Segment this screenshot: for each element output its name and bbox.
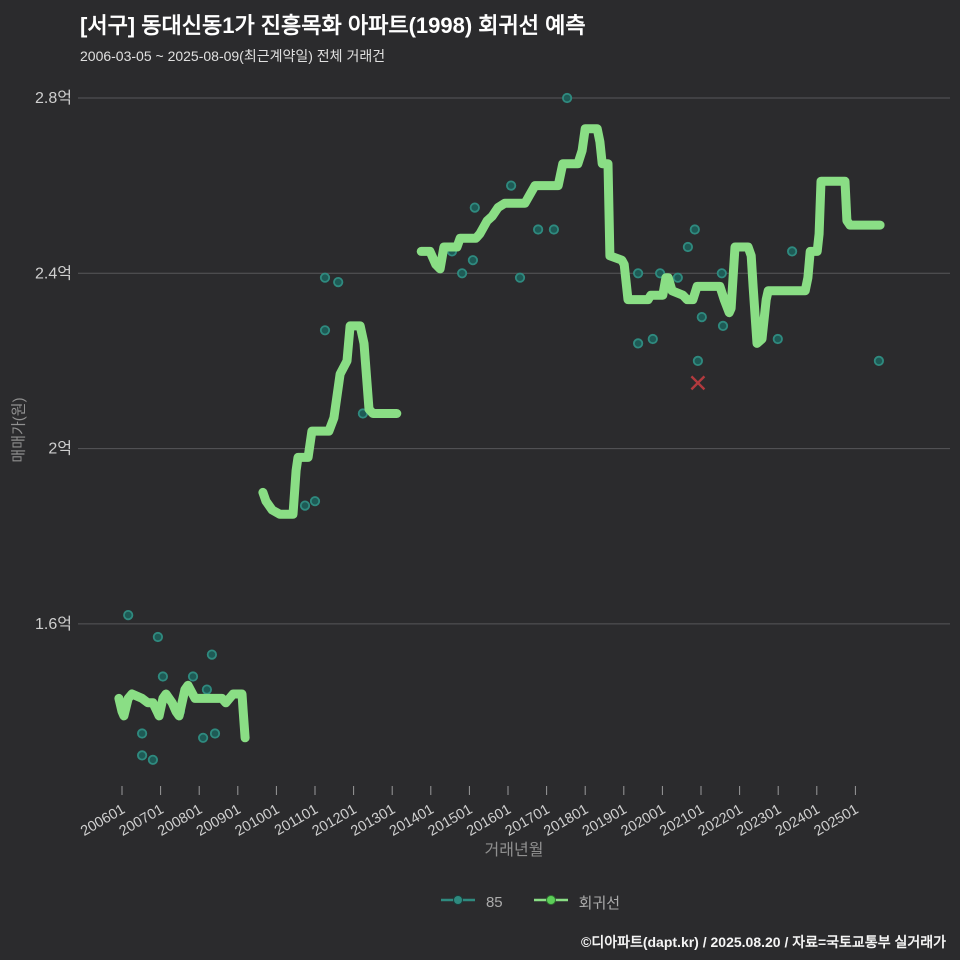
regression-line xyxy=(258,321,402,519)
data-point xyxy=(548,224,560,235)
data-point xyxy=(456,268,468,279)
data-point xyxy=(137,728,148,739)
x-tick-label: 202501 xyxy=(811,802,861,840)
data-point xyxy=(716,268,727,279)
data-point xyxy=(561,92,573,104)
regression-line xyxy=(416,124,885,348)
y-tick-label: 2.4억 xyxy=(35,264,72,282)
chart-subtitle: 2006-03-05 ~ 2025-08-09(최근계약일) 전체 거래건 xyxy=(80,48,386,64)
legend-item-85[interactable]: 85 xyxy=(440,893,503,912)
regression-line xyxy=(114,680,250,743)
data-point xyxy=(467,255,478,266)
data-point xyxy=(514,272,526,283)
data-point xyxy=(309,496,321,507)
data-point xyxy=(147,754,158,765)
line-series-marker-icon xyxy=(533,893,569,912)
legend-item-label: 85 xyxy=(485,894,503,911)
data-point xyxy=(319,272,331,283)
data-point xyxy=(157,671,168,682)
data-point xyxy=(505,180,517,191)
legend-item-regression[interactable]: 회귀선 xyxy=(533,892,620,913)
data-point xyxy=(696,311,707,323)
data-point xyxy=(187,671,199,682)
scatter-series-marker-icon xyxy=(440,893,476,912)
data-point xyxy=(672,272,683,283)
data-point xyxy=(786,246,798,257)
data-point xyxy=(682,241,694,253)
data-point xyxy=(123,609,134,621)
x-axis-title: 거래년월 xyxy=(484,842,544,859)
data-point xyxy=(647,333,658,345)
legend: 85 회귀선 xyxy=(50,892,960,913)
legend-line-glyph xyxy=(533,895,568,905)
data-point xyxy=(873,355,885,366)
prediction-x-marker xyxy=(690,375,706,391)
y-tick-label: 2.8억 xyxy=(35,89,72,107)
data-point xyxy=(198,732,209,743)
data-point xyxy=(692,355,704,366)
data-point xyxy=(152,631,163,643)
data-point xyxy=(201,684,212,695)
data-point xyxy=(137,750,148,761)
legend-scatter-glyph xyxy=(440,895,475,905)
data-point xyxy=(717,320,729,331)
data-point xyxy=(209,728,221,739)
data-point xyxy=(632,268,644,279)
data-point xyxy=(333,276,344,288)
data-point xyxy=(319,325,331,336)
data-point xyxy=(772,333,783,345)
data-point xyxy=(632,338,644,349)
data-point xyxy=(532,224,544,235)
y-tick-label: 1.6억 xyxy=(35,615,72,633)
copyright-credit: ©디아파트(dapt.kr) / 2025.08.20 / 자료=국토교통부 실… xyxy=(581,934,946,950)
legend-item-label: 회귀선 xyxy=(578,895,621,912)
y-tick-label: 2억 xyxy=(48,440,72,458)
data-point xyxy=(689,224,700,235)
x-tick-label: 201001 xyxy=(232,802,282,840)
data-point xyxy=(299,500,311,511)
data-point xyxy=(469,202,480,213)
data-point xyxy=(206,649,217,660)
chart-title: [서구] 동대신동1가 진흥목화 아파트(1998) 회귀선 예측 xyxy=(80,13,586,38)
